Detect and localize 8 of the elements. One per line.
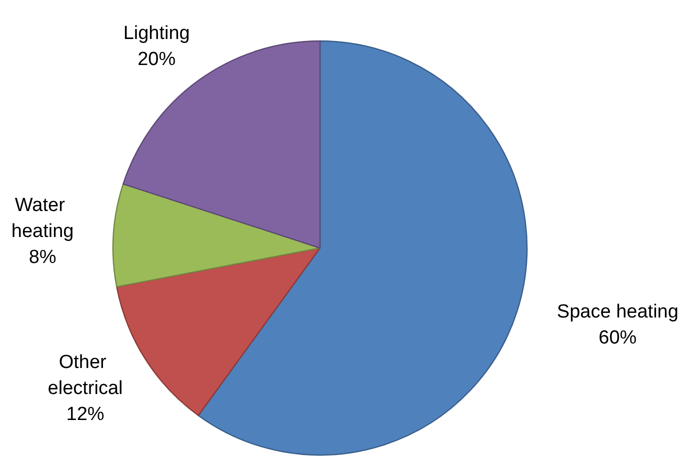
slice-label: Space heating [556, 301, 678, 322]
slice-label: Water heating [11, 195, 74, 242]
slice-label: Lighting [123, 23, 190, 44]
data-label: 60% [598, 327, 637, 348]
data-label: 8% [28, 247, 56, 268]
data-label: 20% [138, 49, 176, 70]
data-label: 12% [66, 404, 104, 425]
slice-label: Other electrical [48, 352, 123, 399]
